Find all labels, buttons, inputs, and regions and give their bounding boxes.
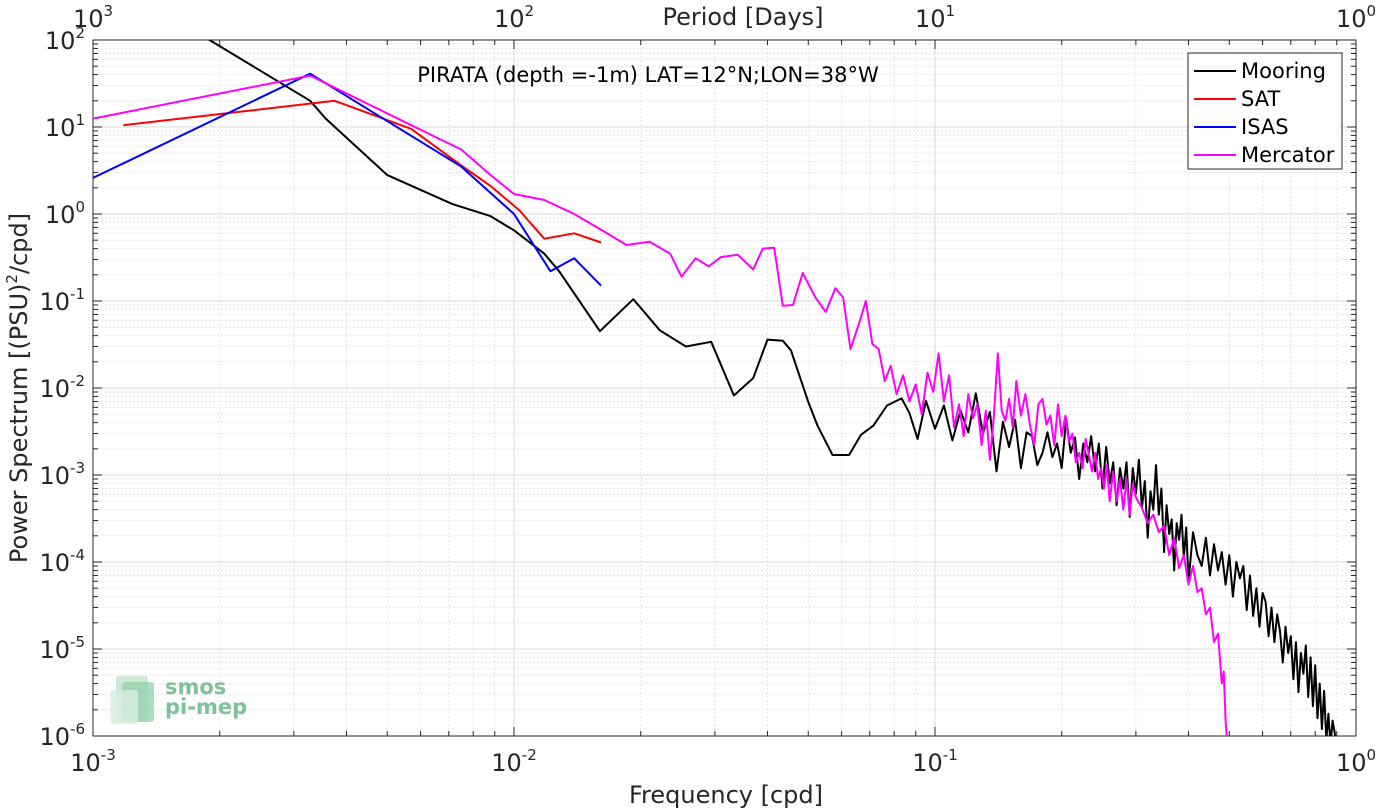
y-axis-label-sup: 2	[3, 274, 21, 284]
chart-title: PIRATA (depth =-1m) LAT=12°N;LON=38°W	[417, 63, 879, 87]
series-line-isas	[93, 72, 602, 287]
y-tick-label: 101	[45, 111, 85, 142]
major-grid	[92, 39, 1357, 737]
x-tick-label-base: 10	[491, 749, 522, 777]
x-tick-label-base: 10	[1336, 749, 1367, 777]
legend-label-mercator: Mercator	[1241, 143, 1335, 167]
y-tick-label-base: 10	[45, 27, 76, 55]
x-tick-labels: 10-3 10-2 10-1 100	[70, 746, 1376, 777]
series-line-mercator	[93, 74, 1228, 736]
top-tick-label-exp: 0	[1367, 2, 1377, 20]
y-tick-label: 10-5	[39, 633, 85, 664]
x-tick-label-exp: -3	[101, 746, 116, 764]
top-tick-labels: 103 102 101 100	[73, 2, 1376, 33]
y-tick-label-exp: 2	[75, 24, 85, 42]
y-tick-label-base: 10	[39, 636, 70, 664]
y-tick-label-base: 10	[39, 723, 70, 751]
y-tick-label-exp: -4	[70, 546, 85, 564]
series-lines	[93, 40, 1337, 736]
legend-label-isas: ISAS	[1241, 115, 1289, 139]
top-tick-label: 103	[73, 2, 113, 33]
logo-text-line2: pi-mep	[165, 695, 247, 719]
top-tick-label: 100	[1336, 2, 1376, 33]
y-tick-label-base: 10	[39, 375, 70, 403]
top-tick-label: 101	[915, 2, 955, 33]
x-tick-label: 10-1	[912, 746, 958, 777]
smos-pi-mep-logo: smos pi-mep	[110, 675, 247, 724]
top-tick-label-base: 10	[494, 5, 525, 33]
y-tick-label-exp: -6	[70, 720, 85, 738]
x-tick-label: 10-3	[70, 746, 116, 777]
y-tick-label-base: 10	[39, 549, 70, 577]
top-tick-label-exp: 2	[525, 2, 535, 20]
top-tick-label-exp: 3	[104, 2, 114, 20]
x-tick-label: 100	[1336, 746, 1376, 777]
x-tick-label-exp: 0	[1367, 746, 1377, 764]
y-tick-label: 10-6	[39, 720, 85, 751]
top-tick-label-base: 10	[73, 5, 104, 33]
top-tick-label-base: 10	[1336, 5, 1367, 33]
logo-text-line1: smos	[165, 675, 226, 699]
y-tick-label-exp: -1	[70, 285, 85, 303]
y-tick-label: 10-4	[39, 546, 85, 577]
y-axis-label-main: Power Spectrum [(PSU)	[5, 284, 33, 563]
y-tick-label-base: 10	[45, 114, 76, 142]
y-axis-label-tail: /cpd]	[5, 213, 33, 274]
x-tick-label-exp: -1	[943, 746, 958, 764]
y-tick-label-base: 10	[45, 201, 76, 229]
legend-box	[1187, 52, 1343, 170]
top-tick-label-exp: 1	[946, 2, 956, 20]
y-tick-label: 10-1	[39, 285, 85, 316]
y-tick-label-exp: -5	[70, 633, 85, 651]
x-tick-label-exp: -2	[522, 746, 537, 764]
x-tick-label-base: 10	[70, 749, 101, 777]
x-tick-label-base: 10	[912, 749, 943, 777]
legend: Mooring SAT ISAS Mercator	[1187, 52, 1343, 170]
top-tick-label: 102	[494, 2, 534, 33]
legend-label-mooring: Mooring	[1241, 59, 1326, 83]
y-tick-label-exp: -3	[70, 459, 85, 477]
y-tick-label: 100	[45, 198, 85, 229]
y-tick-label: 102	[45, 24, 85, 55]
y-tick-label-exp: 0	[75, 198, 85, 216]
tick-marks	[92, 39, 1357, 737]
series-line-sat	[123, 99, 602, 244]
legend-label-sat: SAT	[1241, 87, 1280, 111]
top-tick-label-base: 10	[915, 5, 946, 33]
x-tick-label: 10-2	[491, 746, 537, 777]
y-tick-label: 10-2	[39, 372, 85, 403]
y-tick-label-exp: -2	[70, 372, 85, 390]
y-tick-label-base: 10	[39, 462, 70, 490]
y-tick-label-exp: 1	[75, 111, 85, 129]
x-axis-label: Frequency [cpd]	[629, 781, 823, 809]
y-tick-label: 10-3	[39, 459, 85, 490]
top-axis-label: Period [Days]	[662, 3, 823, 31]
y-tick-label-base: 10	[39, 288, 70, 316]
y-axis-label: Power Spectrum [(PSU)2/cpd]	[3, 213, 33, 563]
series-line-mooring	[207, 40, 1337, 736]
